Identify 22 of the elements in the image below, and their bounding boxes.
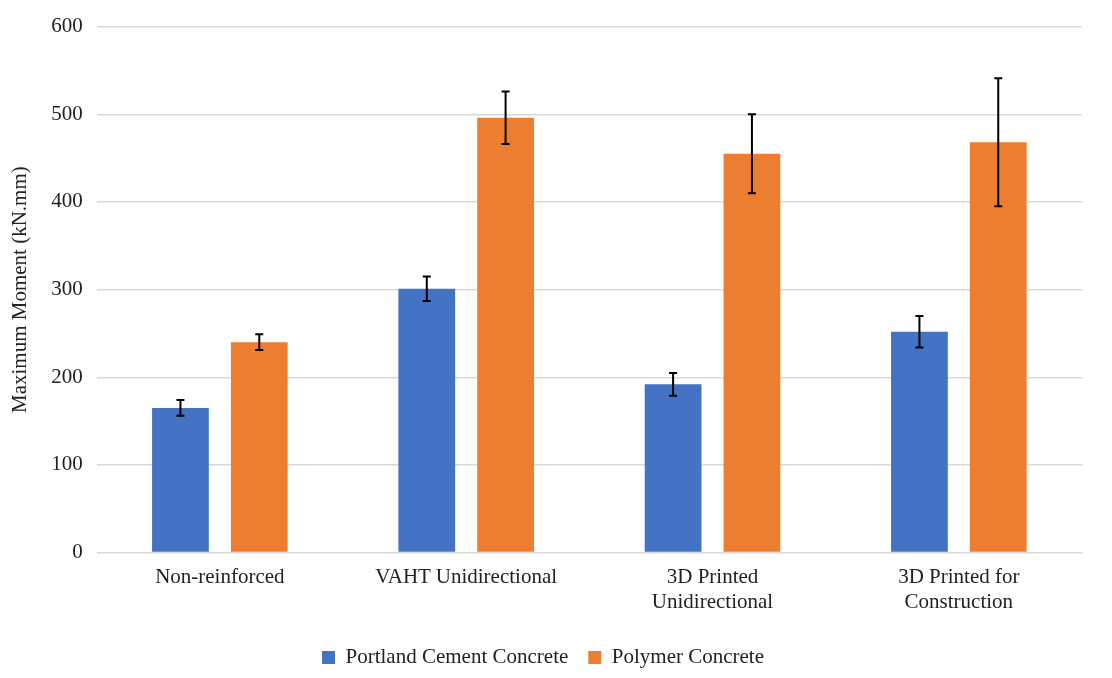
x-tick-label: 3D Printed Unidirectional	[651, 563, 774, 613]
bar	[230, 342, 288, 552]
legend-label: Polymer Concrete	[611, 644, 764, 669]
x-tick-label: 3D Printed for Construction	[898, 563, 1020, 613]
y-tick-label: 200	[51, 363, 83, 388]
y-tick-label: 500	[51, 100, 83, 125]
bar	[477, 117, 534, 552]
bar	[644, 384, 702, 552]
x-tick-label: Non-reinforced	[155, 563, 286, 588]
bar	[969, 142, 1027, 552]
y-tick-label: 400	[51, 188, 83, 213]
y-tick-label: 100	[51, 451, 83, 476]
legend-label: Portland Cement Concrete	[345, 644, 569, 669]
bar	[891, 331, 948, 552]
bar	[723, 153, 781, 552]
bar	[398, 288, 456, 552]
y-tick-label: 0	[72, 539, 83, 564]
y-tick-label: 300	[51, 276, 83, 301]
x-tick-label: VAHT Unidirectional	[375, 563, 558, 588]
bar	[152, 407, 209, 552]
y-tick-label: 600	[51, 13, 83, 38]
y-axis-title: Maximum Moment (kN.mm)	[7, 166, 32, 413]
